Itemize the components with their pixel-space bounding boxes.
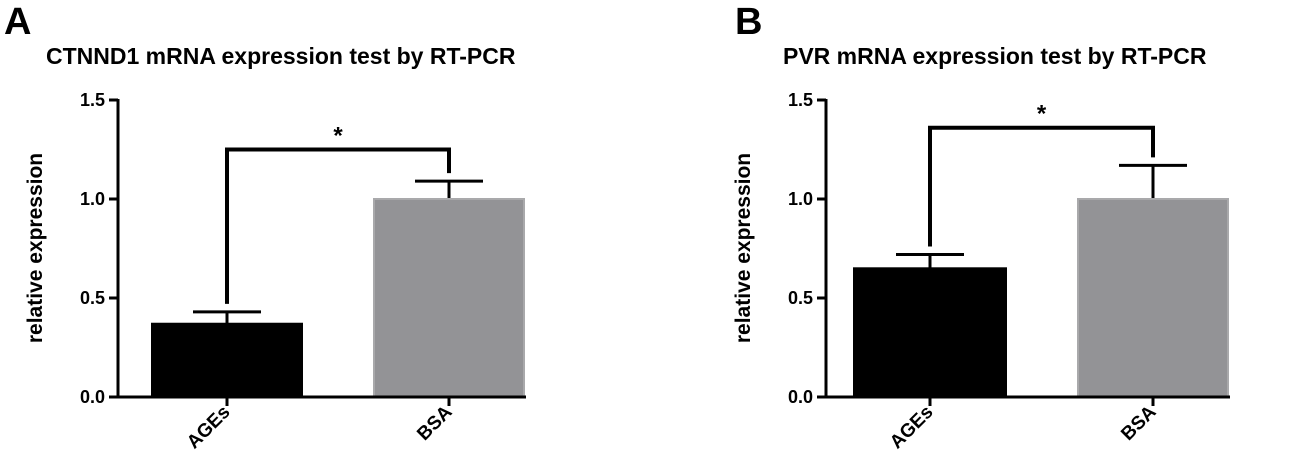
chart-panel-b: B PVR mRNA expression test by RT-PCR rel… [732, 1, 1230, 453]
y-tick-label: 1.5 [788, 90, 813, 110]
significance-bracket [928, 125, 1155, 247]
y-tick-label: 0.5 [80, 288, 105, 308]
bar [373, 198, 525, 398]
chart-marks: 0.0 0.5 1.0 1.5 AGEs BSA * [80, 90, 526, 453]
y-axis-label: relative expression [24, 153, 47, 343]
y-tick-label: 0.0 [788, 387, 813, 407]
chart-marks: 0.0 0.5 1.0 1.5 AGEs BSA * [788, 90, 1230, 453]
significance-label: * [1037, 101, 1047, 128]
bar [853, 267, 1007, 398]
panel-label: B [735, 1, 762, 43]
y-tick-label: 1.5 [80, 90, 105, 110]
bar [151, 322, 303, 398]
y-tick-label: 0.0 [80, 387, 105, 407]
y-tick-label: 1.0 [788, 189, 813, 209]
chart-title: CTNND1 mRNA expression test by RT-PCR [46, 43, 516, 69]
x-tick-label: AGEs [886, 402, 937, 453]
x-tick-label: BSA [1117, 401, 1160, 444]
significance-bracket [225, 147, 451, 304]
chart-title: PVR mRNA expression test by RT-PCR [783, 43, 1207, 69]
y-tick-label: 0.5 [788, 288, 813, 308]
panel-label: A [4, 1, 31, 43]
bar [1077, 198, 1229, 398]
y-axis-label: relative expression [732, 153, 755, 343]
x-tick-label: AGEs [183, 402, 234, 453]
x-tick-label: BSA [413, 401, 456, 444]
y-tick-label: 1.0 [80, 189, 105, 209]
significance-label: * [333, 123, 343, 150]
chart-panel-a: A CTNND1 mRNA expression test by RT-PCR … [4, 1, 526, 453]
